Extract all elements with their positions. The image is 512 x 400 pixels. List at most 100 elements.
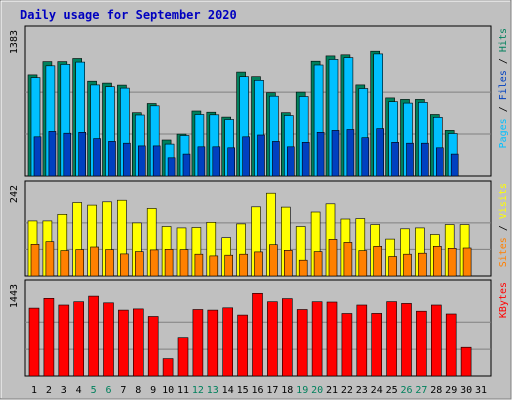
bar-kbytes xyxy=(416,310,427,377)
bar-pages xyxy=(331,130,340,177)
bar-pages xyxy=(63,132,72,177)
chart-panels: 1383 Pages / Files / Hits 242 Sites / Visit… xyxy=(9,25,509,377)
bar-kbytes xyxy=(386,301,397,377)
bar-kbytes xyxy=(281,298,293,377)
x-tick-label: 9 xyxy=(150,385,156,396)
bar-kbytes xyxy=(88,295,99,377)
x-tick-label: 27 xyxy=(415,385,427,396)
bar-pages xyxy=(450,153,459,177)
bar-pages xyxy=(152,145,161,177)
bar-kbytes xyxy=(296,309,308,377)
bar-pages xyxy=(182,153,191,177)
x-tick-label: 1 xyxy=(31,385,37,396)
bar-pages xyxy=(138,145,146,177)
bar-kbytes xyxy=(147,316,159,377)
legend-entry: / xyxy=(498,100,509,118)
bar-kbytes xyxy=(28,307,40,377)
x-tick-label: 29 xyxy=(445,385,457,396)
x-tick-label: 6 xyxy=(105,385,111,396)
bar-kbytes xyxy=(177,337,189,377)
y-max-label: 1383 xyxy=(9,30,20,54)
legend-entry: / xyxy=(498,52,509,70)
bar-kbytes xyxy=(192,309,204,377)
bar-kbytes xyxy=(118,309,129,377)
bar-sites xyxy=(149,249,159,277)
bar-sites xyxy=(209,255,219,277)
bar-pages xyxy=(286,146,295,177)
x-tick-label: 4 xyxy=(76,385,82,396)
bar-pages xyxy=(301,142,310,177)
bar-sites xyxy=(283,250,293,277)
bar-kbytes xyxy=(311,301,323,377)
bar-sites xyxy=(328,239,338,277)
bar-pages xyxy=(33,136,42,177)
bar-sites xyxy=(447,248,457,277)
bar-pages xyxy=(123,142,131,177)
panel-kbytes: 1443 KBytes xyxy=(9,279,509,377)
x-tick-label: 26 xyxy=(400,385,412,396)
bar-pages xyxy=(197,146,206,177)
bar-pages xyxy=(78,132,86,177)
bar-pages xyxy=(212,146,221,177)
bar-sites xyxy=(179,249,189,277)
bar-kbytes xyxy=(371,313,383,377)
x-tick-label: 21 xyxy=(326,385,338,396)
bar-kbytes xyxy=(58,304,70,377)
bar-kbytes xyxy=(445,313,457,377)
bar-sites xyxy=(358,250,368,277)
bar-pages xyxy=(435,147,444,177)
bar-kbytes xyxy=(430,304,442,377)
x-tick-label: 30 xyxy=(460,385,472,396)
x-tick-label: 14 xyxy=(222,385,234,396)
bar-kbytes xyxy=(401,303,412,377)
bar-sites xyxy=(135,251,144,277)
bar-kbytes xyxy=(252,292,263,377)
panel-visits-sites: 242 Sites / Visits xyxy=(9,180,509,277)
bar-sites xyxy=(105,249,114,277)
x-tick-label: 2 xyxy=(46,385,52,396)
x-tick-label: 12 xyxy=(192,385,204,396)
legend-visits-sites: Sites / Visits xyxy=(498,183,509,267)
bar-kbytes xyxy=(222,307,233,377)
bar-pages xyxy=(376,128,385,177)
x-tick-label: 10 xyxy=(162,385,174,396)
bar-sites xyxy=(418,252,427,277)
panel-hits-files-pages: 1383 Pages / Files / Hits xyxy=(9,25,509,177)
bar-sites xyxy=(194,253,204,277)
bar-kbytes xyxy=(267,301,278,377)
bar-pages xyxy=(316,132,325,177)
bar-kbytes xyxy=(162,358,174,377)
bar-sites xyxy=(164,249,174,277)
bar-sites xyxy=(269,244,278,277)
y-max-label: 242 xyxy=(9,185,20,203)
bar-sites xyxy=(224,254,233,277)
bar-sites xyxy=(462,247,472,277)
bar-sites xyxy=(313,251,323,277)
x-tick-label: 19 xyxy=(296,385,308,396)
x-tick-label: 22 xyxy=(341,385,353,396)
x-tick-label: 3 xyxy=(61,385,67,396)
bar-sites xyxy=(254,251,263,277)
legend-entry: Files xyxy=(498,70,509,100)
bar-pages xyxy=(108,141,116,177)
bar-sites xyxy=(90,246,99,277)
bar-sites xyxy=(432,246,442,277)
legend-kbytes: KBytes xyxy=(498,282,509,318)
bar-pages xyxy=(242,136,250,177)
bar-sites xyxy=(60,250,70,277)
bar-kbytes xyxy=(341,313,353,377)
bar-sites xyxy=(75,249,84,277)
bar-pages xyxy=(272,141,280,177)
bar-pages xyxy=(167,157,176,177)
bar-sites xyxy=(403,253,412,277)
x-tick-label: 20 xyxy=(311,385,323,396)
legend-entry: Sites xyxy=(498,237,509,267)
legend-entry: Hits xyxy=(498,28,509,52)
x-tick-label: 7 xyxy=(120,385,126,396)
x-tick-label: 11 xyxy=(177,385,189,396)
x-tick-label: 15 xyxy=(237,385,249,396)
bar-sites xyxy=(45,241,55,277)
bar-kbytes xyxy=(460,346,472,377)
bar-sites xyxy=(373,246,383,277)
